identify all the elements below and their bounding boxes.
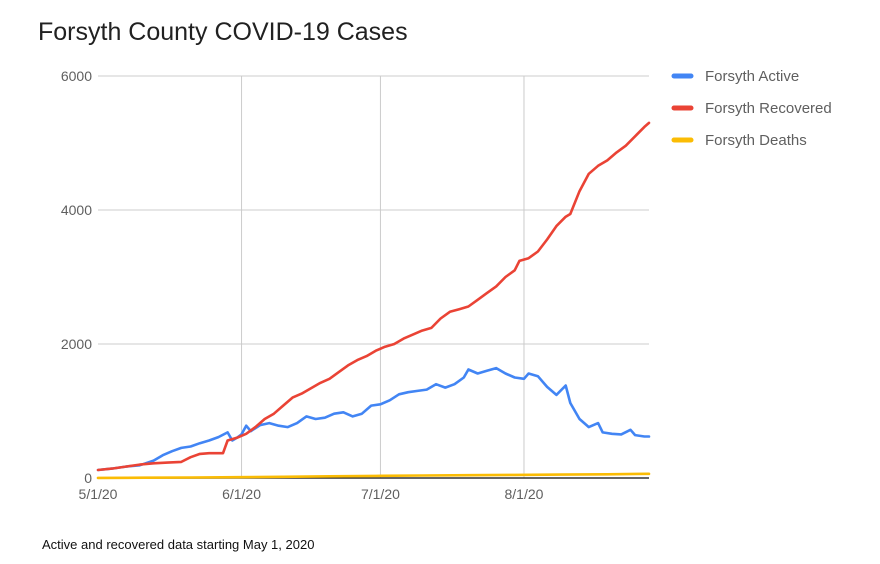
legend-label-forsyth-deaths: Forsyth Deaths [705,132,807,149]
legend-label-forsyth-recovered: Forsyth Recovered [705,100,832,117]
x-tick-label: 5/1/20 [79,486,118,502]
chart-title: Forsyth County COVID-19 Cases [38,18,408,46]
y-tick-label: 2000 [61,336,92,352]
legend-label-forsyth-active: Forsyth Active [705,68,799,85]
axis-layer: 0 2000 4000 6000 5/1/20 6/1/20 7/1/20 8/1/20 [61,68,649,502]
series-layer [96,121,651,480]
y-tick-label: 0 [84,470,92,486]
x-tick-label: 8/1/20 [505,486,544,502]
footnote: Active and recovered data starting May 1… [42,537,315,552]
y-tick-label: 4000 [61,202,92,218]
legend: Forsyth Active Forsyth Recovered Forsyth D… [671,68,832,149]
y-tick-label: 6000 [61,68,92,84]
series-line-forsyth-active [96,366,651,472]
series-line-forsyth-deaths [96,472,651,480]
grid-layer [98,75,649,478]
x-tick-label: 6/1/20 [222,486,261,502]
series-line-forsyth-recovered [96,121,651,472]
x-tick-label: 7/1/20 [361,486,400,502]
